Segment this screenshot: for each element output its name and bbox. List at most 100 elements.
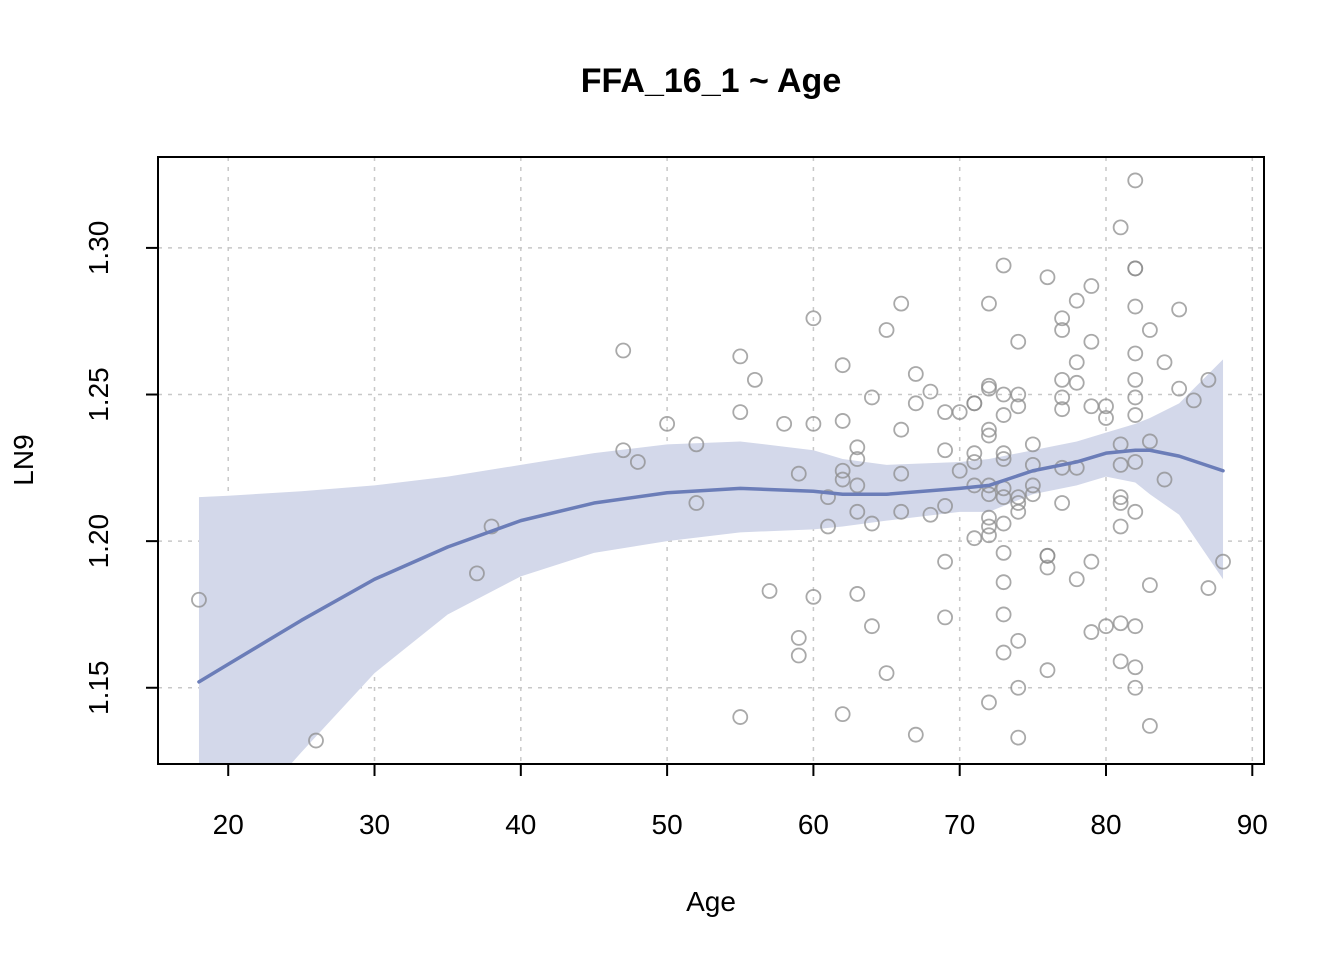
data-point [1024,436,1041,453]
data-point [1200,580,1217,596]
data-point [981,694,997,711]
data-point [1054,371,1071,388]
data-point [1083,333,1100,350]
data-point [1112,615,1129,632]
data-point [1083,398,1100,415]
data-point [1068,374,1085,391]
data-point [1171,380,1188,397]
data-point [995,257,1012,274]
x-tick-label: 40 [505,809,536,840]
data-point [790,630,807,646]
data-point [615,342,632,359]
data-point [849,451,866,467]
data-point [1185,392,1202,409]
fit-line [197,448,1225,684]
data-point [1010,632,1027,649]
data-point [1010,398,1027,415]
data-point [1010,503,1027,520]
y-axis-label: LN9 [8,434,39,485]
data-point [659,415,676,432]
data-point [907,395,924,412]
data-point [937,609,953,626]
data-point [937,553,953,570]
y-axis: 1.15 1.20 1.25 1.30 [83,221,158,715]
data-point [849,586,866,602]
data-point [1127,172,1144,189]
data-point [688,495,705,511]
data-point [893,465,910,482]
data-point [849,439,866,456]
data-point [1127,659,1144,676]
data-point [1127,260,1144,277]
data-point [981,421,997,438]
data-point [1156,354,1173,371]
data-point [1010,386,1027,403]
data-point [995,544,1012,561]
data-point [907,366,924,382]
data-point [1068,571,1085,588]
data-point [1098,398,1114,415]
data-point [937,442,953,459]
data-point [1010,333,1027,350]
data-point [951,404,968,421]
data-point [1024,477,1041,494]
data-point [878,665,895,681]
data-point [878,322,895,338]
data-point [1024,486,1041,503]
data-point [995,515,1012,532]
data-point [1098,618,1114,635]
data-point [995,574,1012,591]
data-point [732,348,749,365]
data-point [1098,410,1114,426]
data-points [191,172,1231,749]
data-point [1054,401,1071,418]
data-point [1127,618,1144,635]
data-point [1112,495,1129,511]
data-point [1039,662,1056,679]
data-point [981,427,997,444]
data-point [761,583,778,599]
data-point [1010,729,1027,746]
data-point [864,515,880,532]
y-tick-label: 1.20 [83,514,114,569]
data-point [893,503,910,520]
data-point [1127,371,1144,388]
data-point [864,618,880,635]
data-point [1112,219,1129,236]
data-point [1141,717,1158,734]
data-point [1054,322,1071,338]
data-point [1112,653,1129,670]
data-point [1054,389,1071,406]
data-point [820,489,836,506]
data-point [1112,456,1129,473]
data-point [937,404,953,421]
data-point [776,415,793,432]
data-point [1127,298,1144,315]
data-point [805,588,822,605]
x-tick-label: 50 [652,809,683,840]
data-point [805,310,822,327]
data-point [1039,559,1056,576]
data-point [834,471,851,488]
y-tick-label: 1.25 [83,367,114,422]
data-point [937,498,953,514]
data-point [308,732,324,749]
data-point [834,357,851,374]
data-point [1171,301,1188,318]
data-point [1112,518,1129,535]
plot-frame [157,156,1265,765]
data-point [629,454,646,470]
data-point [834,413,851,429]
data-point [1083,553,1100,570]
x-tick-label: 60 [798,809,829,840]
data-point [1083,624,1100,640]
data-point [1039,269,1056,286]
data-point [966,454,983,470]
data-point [981,518,997,535]
data-point [995,451,1012,467]
data-point [1200,371,1217,388]
data-point [1068,354,1085,371]
data-point [1127,503,1144,520]
x-tick-label: 90 [1237,809,1268,840]
data-point [1127,407,1144,423]
